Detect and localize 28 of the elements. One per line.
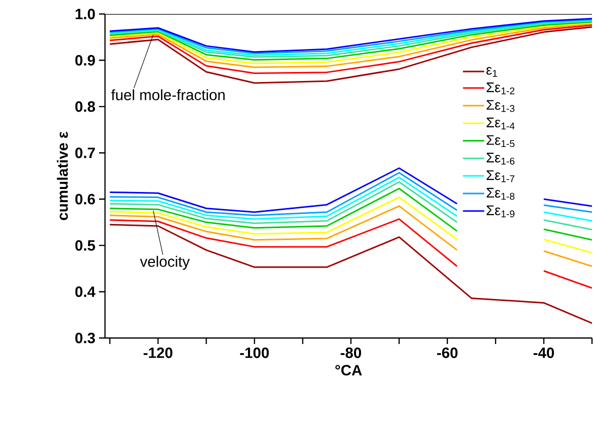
legend-label: Σε$_{1-9}$ [486, 205, 514, 218]
y-tick-label: 0.6 [75, 194, 95, 204]
x-tick-label: -100 [240, 347, 269, 358]
legend-label: Σε$_{1-8}$ [486, 188, 514, 200]
legend-label: Σε$_{1-2}$ [486, 82, 514, 94]
x-tick-label: -80 [340, 347, 362, 358]
annotation: fuel mole-fraction [111, 89, 225, 100]
legend-label: Σε$_{1-7}$ [486, 170, 514, 182]
legend-label: Σε$_{1-3}$ [486, 100, 514, 112]
line-series [109, 224, 592, 324]
x-tick-label: -120 [144, 347, 172, 358]
y-tick-label: 0.4 [75, 286, 96, 297]
legend-label: Σε$_{1-6}$ [486, 152, 514, 165]
y-tick-label: 1.0 [76, 8, 95, 20]
y-tick-label: 0.5 [75, 240, 96, 251]
legend-label: ε$_{1}$ [486, 67, 498, 77]
x-tick-label: -40 [534, 347, 554, 358]
y-tick-label: 0.3 [75, 332, 95, 344]
y-axis-title: cumulative ε [56, 132, 68, 220]
x-tick-label: -60 [437, 347, 458, 358]
y-tick-label: 0.7 [75, 148, 95, 158]
y-tick-label: 0.9 [75, 54, 95, 66]
legend-label: Σε$_{1-5}$ [486, 135, 514, 148]
y-tick-label: 0.8 [75, 101, 96, 112]
legend-label: Σε$_{1-4}$ [486, 118, 515, 130]
annotation: velocity [140, 256, 190, 270]
x-axis-title: °CA [335, 364, 362, 376]
line-series [109, 26, 592, 84]
